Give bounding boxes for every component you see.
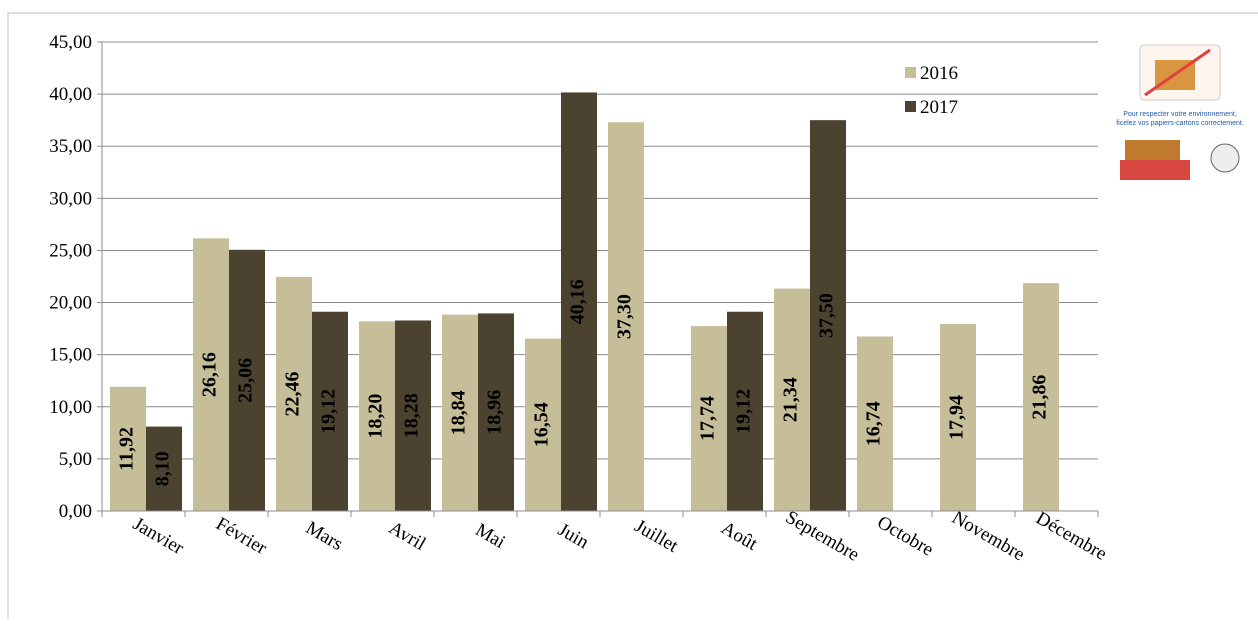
- value-label: 25,06: [235, 358, 257, 403]
- bar: [561, 92, 597, 512]
- value-label: 17,94: [946, 395, 968, 440]
- y-tick-label: 40,00: [49, 84, 92, 105]
- x-tick-label: Juillet: [631, 516, 682, 558]
- y-tick-label: 25,00: [49, 240, 92, 261]
- y-tick-label: 15,00: [49, 345, 92, 366]
- value-label: 22,46: [282, 371, 304, 416]
- bar: [395, 320, 431, 511]
- x-tick-label: Mars: [302, 517, 346, 555]
- x-tick-label: Décembre: [1032, 508, 1110, 565]
- y-tick-label: 0,00: [59, 501, 92, 522]
- bar: [608, 122, 644, 512]
- bar: [312, 311, 348, 511]
- annotation: Pour respecter votre environnement, ficel…: [1116, 111, 1244, 127]
- bar: [229, 249, 265, 512]
- value-label: 40,16: [567, 279, 589, 324]
- value-label: 21,34: [780, 377, 802, 422]
- icon: [1120, 44, 1240, 180]
- value-label: 19,12: [318, 389, 340, 434]
- bar: [146, 426, 182, 511]
- x-tick-label: Août: [718, 518, 762, 556]
- value-label: 17,74: [697, 396, 719, 441]
- x-tick-label: Janvier: [129, 513, 188, 559]
- y-tick-label: 45,00: [49, 32, 92, 53]
- bar: [857, 336, 893, 511]
- x-tick-label: Mai: [472, 519, 509, 552]
- bar: [691, 326, 727, 511]
- x-tick-label: Avril: [385, 517, 429, 555]
- value-label: 37,30: [614, 294, 636, 339]
- bar: [110, 386, 146, 511]
- x-tick-label: Septembre: [782, 507, 863, 566]
- legend-swatch: [905, 101, 916, 112]
- x-tick-label: Octobre: [873, 512, 937, 561]
- value-label: 21,86: [1029, 375, 1051, 420]
- value-label: 18,28: [401, 393, 423, 438]
- bar: [442, 314, 478, 511]
- value-label: 8,10: [152, 451, 174, 486]
- value-label: 11,92: [116, 427, 138, 471]
- value-label: 19,12: [733, 389, 755, 434]
- bar: [727, 311, 763, 511]
- value-label: 18,20: [365, 394, 387, 439]
- x-tick-label: Novembre: [948, 507, 1028, 565]
- bar: [774, 288, 810, 511]
- bar: [940, 324, 976, 511]
- y-tick-label: 5,00: [59, 449, 92, 470]
- value-label: 37,50: [816, 293, 838, 338]
- legend-swatch: [905, 67, 916, 78]
- y-tick-label: 20,00: [49, 293, 92, 314]
- value-label: 16,74: [863, 401, 885, 446]
- value-label: 18,84: [448, 390, 470, 435]
- bar: [525, 338, 561, 511]
- value-label: 16,54: [531, 402, 553, 447]
- value-label: 18,96: [484, 390, 506, 435]
- x-tick-label: Février: [212, 513, 271, 559]
- bar: [478, 313, 514, 511]
- bar: [1023, 283, 1059, 511]
- bar: [359, 321, 395, 511]
- bar: [276, 276, 312, 511]
- value-label: 26,16: [199, 352, 221, 397]
- y-tick-label: 10,00: [49, 397, 92, 418]
- bar: [810, 120, 846, 512]
- legend-label: 2017: [920, 97, 958, 118]
- y-tick-label: 30,00: [49, 188, 92, 209]
- y-tick-label: 35,00: [49, 136, 92, 157]
- bar: [193, 238, 229, 511]
- chart-frame: [7, 12, 1258, 624]
- x-tick-label: Juin: [554, 519, 592, 553]
- legend-label: 2016: [920, 63, 958, 84]
